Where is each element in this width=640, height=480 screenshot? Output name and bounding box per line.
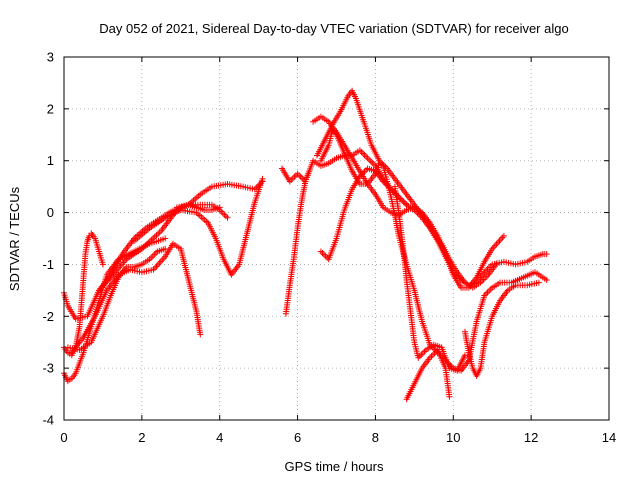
series-track-05	[68, 240, 204, 356]
series-markers	[462, 279, 542, 379]
x-tick-label: 6	[294, 430, 301, 445]
data-series	[61, 87, 550, 403]
y-tick-label: 1	[47, 153, 54, 168]
x-tick-label: 2	[138, 430, 145, 445]
series-track-08	[173, 201, 231, 221]
series-track-07	[131, 175, 266, 278]
y-tick-label: -3	[42, 361, 54, 376]
x-tick-label: 14	[602, 430, 616, 445]
y-tick-label: 3	[47, 50, 54, 65]
series-markers	[391, 183, 468, 374]
y-tick-label: -2	[42, 309, 54, 324]
chart-title: Day 052 of 2021, Sidereal Day-to-day VTE…	[99, 21, 568, 36]
series-markers	[64, 245, 169, 353]
series-markers	[68, 240, 204, 356]
plot-frame	[63, 56, 610, 421]
series-track-17	[462, 279, 542, 379]
y-axis-label: SDTVAR / TECUs	[7, 186, 22, 291]
series-markers	[282, 168, 313, 317]
x-tick-label: 8	[372, 430, 379, 445]
series-markers	[173, 201, 231, 221]
series-track-15	[391, 183, 468, 374]
y-tick-label: -4	[42, 413, 54, 428]
series-track-04	[64, 245, 169, 353]
y-tick-label: 0	[47, 205, 54, 220]
x-tick-label: 4	[216, 430, 223, 445]
series-markers	[403, 347, 453, 403]
series-track-10	[282, 168, 313, 317]
y-tick-label: 2	[47, 101, 54, 116]
x-tick-label: 10	[446, 430, 460, 445]
y-tick-label: -1	[42, 257, 54, 272]
series-markers	[131, 175, 266, 278]
x-tick-label: 12	[524, 430, 538, 445]
x-axis-label: GPS time / hours	[285, 459, 384, 474]
series-track-16	[403, 347, 453, 403]
x-tick-label: 0	[60, 430, 67, 445]
